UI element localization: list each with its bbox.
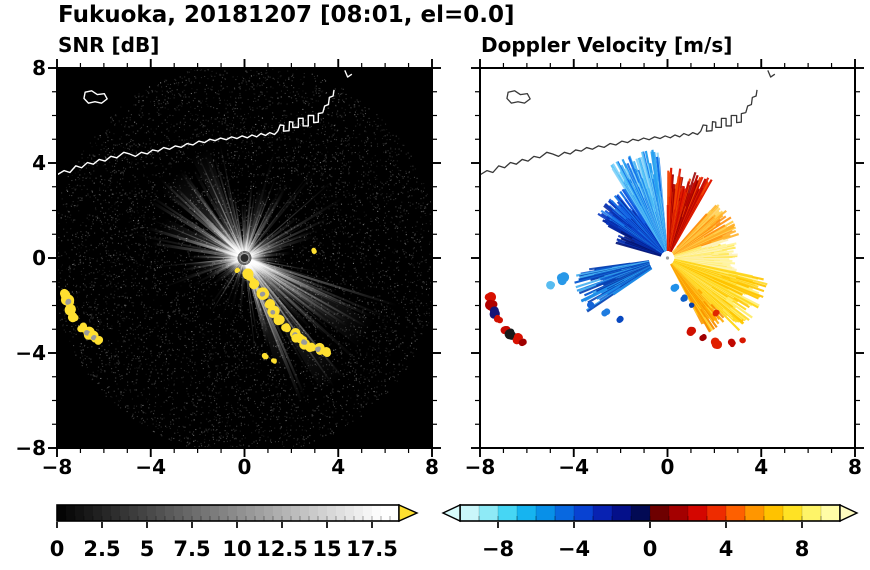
- panel-snr-subtitle: SNR [dB]: [58, 33, 160, 57]
- figure-title: Fukuoka, 20181207 [08:01, el=0.0]: [58, 2, 515, 28]
- panel-doppler-subtitle: Doppler Velocity [m/s]: [481, 33, 733, 57]
